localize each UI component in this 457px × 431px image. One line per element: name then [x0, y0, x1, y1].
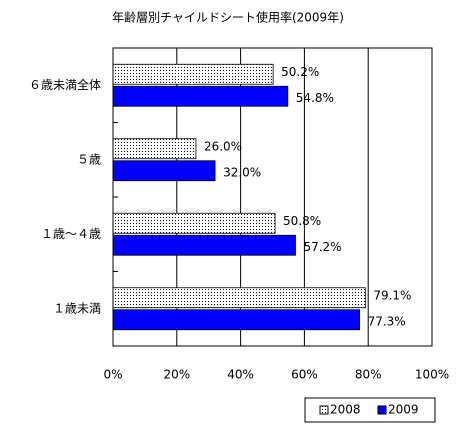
y-tick-label: ６歳未満全体 — [29, 77, 101, 92]
x-tick-label: 20% — [163, 368, 190, 382]
legend-swatch — [319, 405, 329, 415]
bar — [112, 309, 360, 331]
x-tick-label: 60% — [291, 368, 318, 382]
x-tick-label: 80% — [355, 368, 382, 382]
value-label: 26.0% — [204, 139, 242, 153]
x-tick-label: 0% — [103, 368, 122, 382]
value-label: 77.3% — [368, 314, 406, 328]
y-tick-label: ５歳 — [77, 152, 101, 166]
bar — [112, 287, 366, 309]
x-tick-label: 100% — [415, 368, 449, 382]
legend-label: 2008 — [330, 403, 361, 417]
bar — [112, 138, 197, 160]
value-label: 32.0% — [223, 165, 261, 179]
x-tick-label: 40% — [227, 368, 254, 382]
legend-swatch — [377, 405, 387, 415]
chart-title: 年齢層別チャイルドシート使用率(2009年) — [112, 10, 344, 25]
plot-border — [112, 47, 433, 347]
bar — [112, 63, 274, 85]
y-tick-label: １歳未満 — [53, 301, 101, 315]
value-label: 79.1% — [373, 288, 411, 302]
bar — [112, 212, 276, 234]
value-label: 50.2% — [281, 65, 319, 79]
bar — [112, 234, 296, 256]
y-tick-label: １歳～４歳 — [41, 227, 101, 241]
bar — [112, 160, 216, 182]
value-label: 57.2% — [303, 240, 341, 254]
legend-label: 2009 — [388, 403, 419, 417]
bar — [112, 85, 289, 107]
value-label: 54.8% — [296, 91, 334, 105]
value-label: 50.8% — [283, 214, 321, 228]
